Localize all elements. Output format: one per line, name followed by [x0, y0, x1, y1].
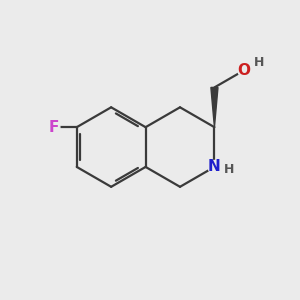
- Circle shape: [238, 64, 250, 76]
- Text: H: H: [254, 56, 264, 69]
- Circle shape: [208, 160, 221, 173]
- Text: N: N: [208, 159, 221, 174]
- Text: H: H: [224, 164, 234, 176]
- Circle shape: [47, 121, 60, 134]
- Polygon shape: [211, 87, 218, 127]
- Text: O: O: [237, 63, 250, 78]
- Text: F: F: [48, 120, 59, 135]
